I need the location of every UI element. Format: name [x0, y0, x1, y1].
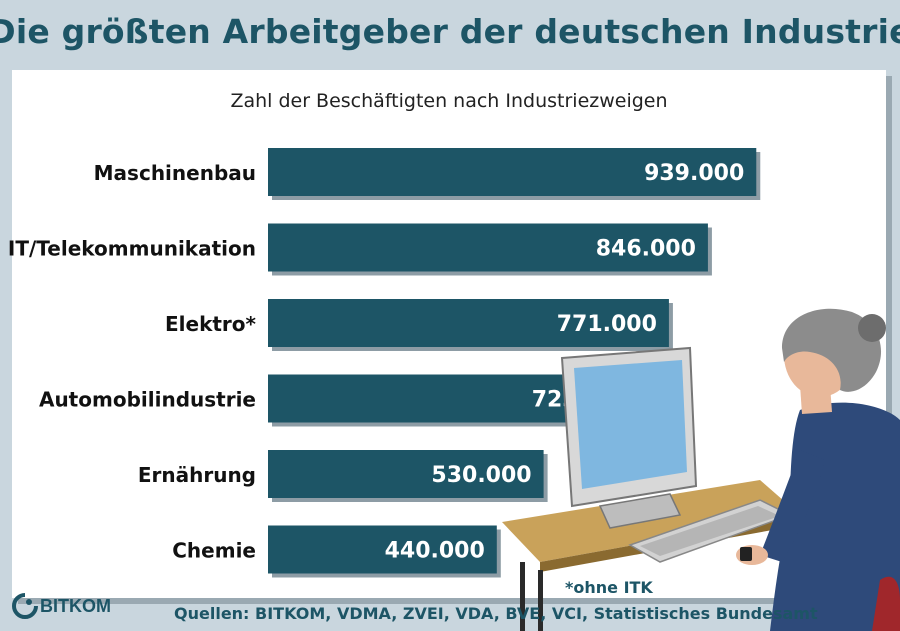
desk-leg-back [520, 562, 525, 631]
bitkom-logo: BITKOM [12, 592, 111, 620]
bar-value-label: 939.000 [644, 161, 744, 186]
bar-value-label: 771.000 [557, 312, 657, 337]
desk-leg-left [538, 570, 543, 631]
person-at-computer-illustration [502, 308, 900, 631]
logo-mark-icon [12, 593, 38, 619]
bar-value-label: 530.000 [431, 463, 531, 488]
category-label: Elektro* [165, 312, 257, 336]
monitor-screen [574, 360, 687, 489]
sources-note: Quellen: BITKOM, VDMA, ZVEI, VDA, BVE, V… [174, 604, 818, 623]
logo-text: BITKOM [40, 595, 111, 616]
chart-subtitle: Zahl der Beschäftigten nach Industriezwe… [230, 90, 668, 112]
category-label: Ernährung [138, 463, 256, 487]
bar [268, 148, 757, 196]
person-arm [760, 450, 825, 562]
bar [268, 299, 669, 347]
keyboard-keys [640, 506, 780, 556]
category-label: Chemie [172, 539, 256, 563]
bar-value-label: 440.000 [385, 539, 485, 564]
page-title: Die größten Arbeitgeber der deutschen In… [0, 11, 900, 51]
category-label: IT/Telekommunikation [8, 237, 256, 261]
bar-value-label: 846.000 [596, 237, 696, 262]
chair [872, 576, 900, 631]
person-hair [782, 308, 882, 392]
hair-bun [858, 314, 886, 342]
title-bar: Die größten Arbeitgeber der deutschen In… [0, 0, 900, 62]
category-label: Automobilindustrie [39, 388, 256, 412]
footnote: *ohne ITK [565, 578, 653, 597]
category-label: Maschinenbau [94, 161, 256, 185]
monitor-base [598, 493, 682, 529]
bar [268, 525, 497, 574]
bar [268, 223, 708, 272]
bar [268, 450, 544, 498]
wristwatch [740, 547, 752, 561]
